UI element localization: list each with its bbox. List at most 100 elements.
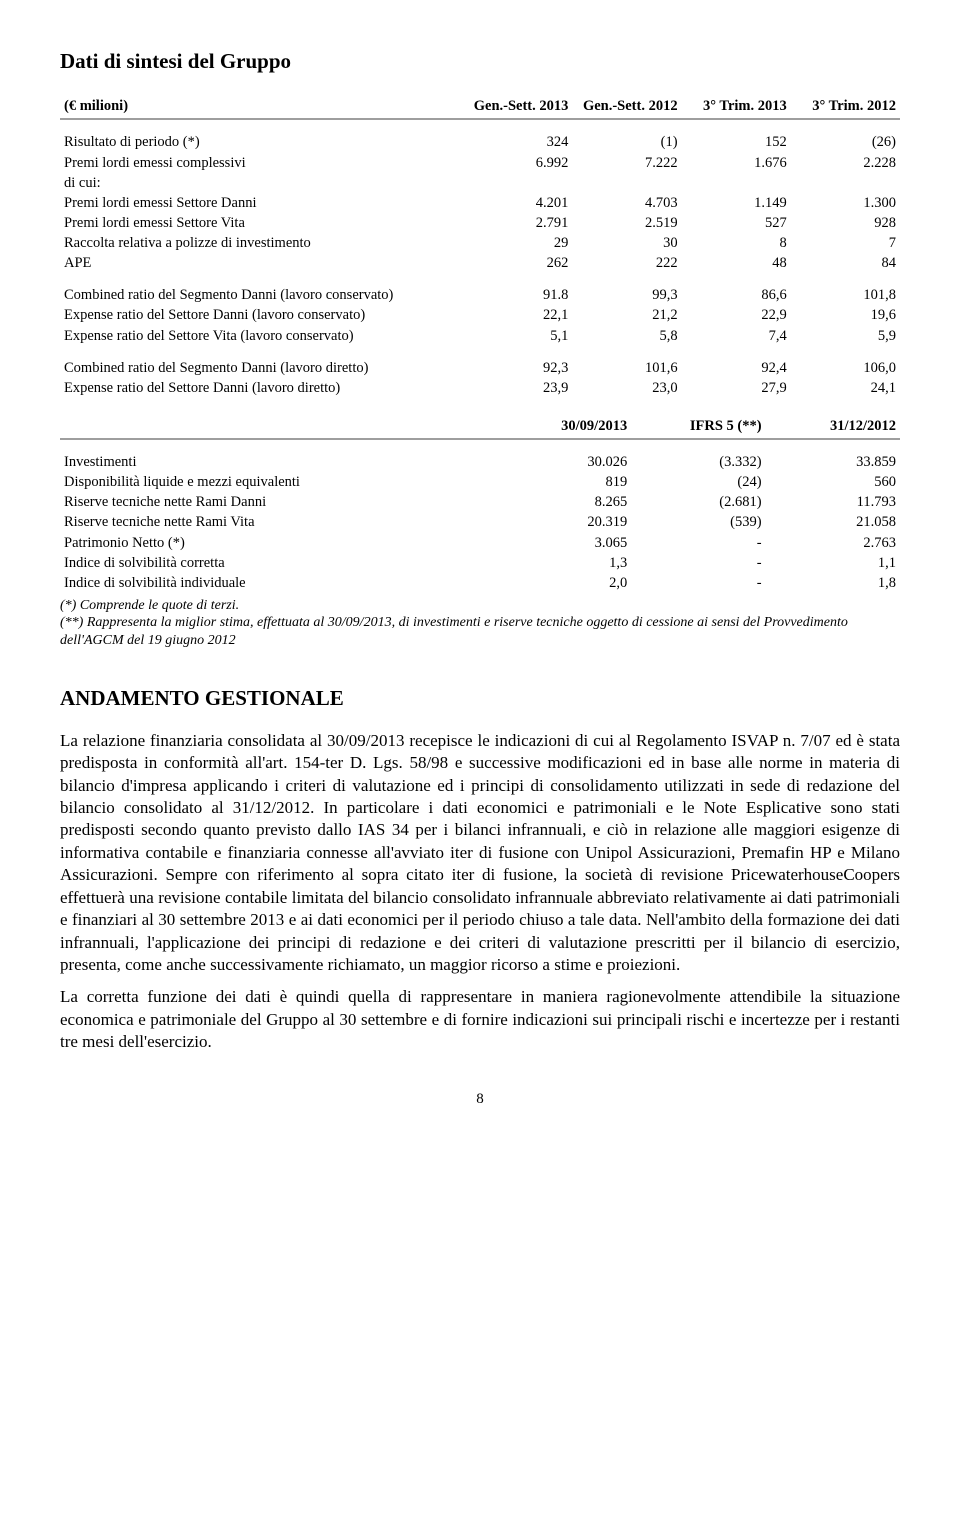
row-label: Patrimonio Netto (*): [60, 533, 497, 553]
cell-value: 2.763: [766, 533, 900, 553]
row-label: Premi lordi emessi complessivi: [60, 153, 463, 173]
summary-table-1: (€ milioni) Gen.-Sett. 2013 Gen.-Sett. 2…: [60, 96, 900, 398]
cell-value: 20.319: [497, 512, 631, 532]
cell-value: [463, 173, 572, 193]
t1-header: Gen.-Sett. 2013: [463, 96, 572, 116]
table-row: Risultato di periodo (*)324(1)152(26): [60, 132, 900, 152]
cell-value: 1.676: [682, 153, 791, 173]
row-label: Expense ratio del Settore Danni (lavoro …: [60, 378, 463, 398]
cell-value: 2.791: [463, 213, 572, 233]
cell-value: 22,1: [463, 305, 572, 325]
cell-value: 29: [463, 233, 572, 253]
cell-value: [682, 173, 791, 193]
cell-value: 1,3: [497, 553, 631, 573]
page-title: Dati di sintesi del Gruppo: [60, 48, 900, 74]
cell-value: 560: [766, 472, 900, 492]
cell-value: (1): [572, 132, 681, 152]
cell-value: 19,6: [791, 305, 900, 325]
cell-value: 86,6: [682, 285, 791, 305]
cell-value: (539): [631, 512, 765, 532]
cell-value: 99,3: [572, 285, 681, 305]
t1-unit-label: (€ milioni): [60, 96, 463, 116]
footnotes: (*) Comprende le quote di terzi. (**) Ra…: [60, 597, 900, 650]
cell-value: 2.519: [572, 213, 681, 233]
cell-value: 5,8: [572, 326, 681, 346]
cell-value: (2.681): [631, 492, 765, 512]
row-label: di cui:: [60, 173, 463, 193]
footnote-b: (**) Rappresenta la miglior stima, effet…: [60, 614, 900, 649]
t2-header: 31/12/2012: [766, 416, 900, 436]
section-heading: ANDAMENTO GESTIONALE: [60, 685, 900, 711]
cell-value: 92,3: [463, 358, 572, 378]
row-label: Indice di solvibilità individuale: [60, 573, 497, 593]
table-row: Disponibilità liquide e mezzi equivalent…: [60, 472, 900, 492]
t1-header: 3° Trim. 2012: [791, 96, 900, 116]
page-number: 8: [60, 1090, 900, 1109]
table-row: Indice di solvibilità corretta1,3-1,1: [60, 553, 900, 573]
row-label: Premi lordi emessi Settore Vita: [60, 213, 463, 233]
cell-value: (3.332): [631, 452, 765, 472]
table-row: di cui:: [60, 173, 900, 193]
cell-value: 4.201: [463, 193, 572, 213]
cell-value: [572, 173, 681, 193]
cell-value: 5,9: [791, 326, 900, 346]
row-label: Investimenti: [60, 452, 497, 472]
cell-value: 101,8: [791, 285, 900, 305]
t2-header: 30/09/2013: [497, 416, 631, 436]
cell-value: 7.222: [572, 153, 681, 173]
table-row: Premi lordi emessi complessivi6.9927.222…: [60, 153, 900, 173]
table-row: Combined ratio del Segmento Danni (lavor…: [60, 358, 900, 378]
cell-value: 324: [463, 132, 572, 152]
cell-value: 3.065: [497, 533, 631, 553]
row-label: Riserve tecniche nette Rami Vita: [60, 512, 497, 532]
cell-value: 23,9: [463, 378, 572, 398]
cell-value: 23,0: [572, 378, 681, 398]
cell-value: -: [631, 573, 765, 593]
cell-value: -: [631, 553, 765, 573]
cell-value: 4.703: [572, 193, 681, 213]
cell-value: 527: [682, 213, 791, 233]
row-label: APE: [60, 253, 463, 273]
row-label: Indice di solvibilità corretta: [60, 553, 497, 573]
cell-value: [791, 173, 900, 193]
cell-value: 91.8: [463, 285, 572, 305]
cell-value: 7,4: [682, 326, 791, 346]
cell-value: 928: [791, 213, 900, 233]
t1-header: 3° Trim. 2013: [682, 96, 791, 116]
t2-header: IFRS 5 (**): [631, 416, 765, 436]
cell-value: 819: [497, 472, 631, 492]
cell-value: 30.026: [497, 452, 631, 472]
row-label: Premi lordi emessi Settore Danni: [60, 193, 463, 213]
row-label: Disponibilità liquide e mezzi equivalent…: [60, 472, 497, 492]
cell-value: 262: [463, 253, 572, 273]
cell-value: 8: [682, 233, 791, 253]
row-label: Combined ratio del Segmento Danni (lavor…: [60, 358, 463, 378]
table-row: Patrimonio Netto (*)3.065-2.763: [60, 533, 900, 553]
table-row: Premi lordi emessi Settore Danni4.2014.7…: [60, 193, 900, 213]
cell-value: 101,6: [572, 358, 681, 378]
cell-value: -: [631, 533, 765, 553]
table-row: Riserve tecniche nette Rami Vita20.319(5…: [60, 512, 900, 532]
summary-table-2: 30/09/2013 IFRS 5 (**) 31/12/2012 Invest…: [60, 416, 900, 593]
cell-value: 152: [682, 132, 791, 152]
t1-header: Gen.-Sett. 2012: [572, 96, 681, 116]
cell-value: 5,1: [463, 326, 572, 346]
table-row: Indice di solvibilità individuale2,0-1,8: [60, 573, 900, 593]
table-row: Riserve tecniche nette Rami Danni8.265(2…: [60, 492, 900, 512]
table-row: Expense ratio del Settore Danni (lavoro …: [60, 305, 900, 325]
row-label: Expense ratio del Settore Vita (lavoro c…: [60, 326, 463, 346]
cell-value: 21.058: [766, 512, 900, 532]
table-row: APE2622224884: [60, 253, 900, 273]
cell-value: 30: [572, 233, 681, 253]
cell-value: (24): [631, 472, 765, 492]
cell-value: 48: [682, 253, 791, 273]
row-label: Raccolta relativa a polizze di investime…: [60, 233, 463, 253]
cell-value: 11.793: [766, 492, 900, 512]
row-label: Riserve tecniche nette Rami Danni: [60, 492, 497, 512]
cell-value: 2.228: [791, 153, 900, 173]
row-label: Expense ratio del Settore Danni (lavoro …: [60, 305, 463, 325]
table-row: Premi lordi emessi Settore Vita2.7912.51…: [60, 213, 900, 233]
cell-value: 1,1: [766, 553, 900, 573]
body-paragraph-2: La corretta funzione dei dati è quindi q…: [60, 986, 900, 1053]
cell-value: 2,0: [497, 573, 631, 593]
